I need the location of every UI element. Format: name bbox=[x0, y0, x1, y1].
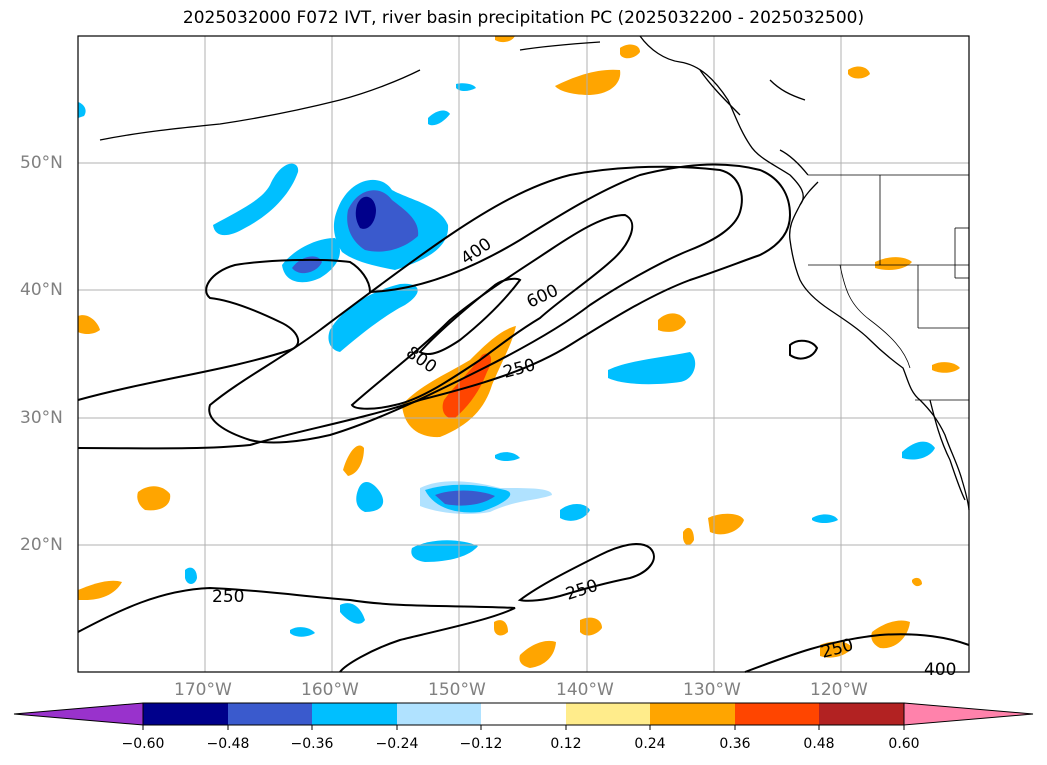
map-background bbox=[78, 36, 969, 672]
coastline bbox=[99, 35, 970, 511]
colorbar-segment bbox=[312, 703, 397, 725]
pos-region bbox=[820, 641, 852, 658]
neg-region bbox=[411, 540, 478, 562]
ivt-contours bbox=[77, 163, 970, 673]
colorbar-tick-label: −0.60 bbox=[121, 736, 165, 752]
pos-region bbox=[658, 313, 686, 332]
lon-label: 130°W bbox=[683, 680, 741, 700]
contour-400 bbox=[208, 165, 743, 444]
neg-region bbox=[340, 603, 365, 624]
neg-region bbox=[428, 110, 450, 126]
map-frame bbox=[77, 35, 970, 673]
lon-label: 150°W bbox=[428, 680, 486, 700]
lon-label: 120°W bbox=[810, 680, 868, 700]
colorbar-tick-label: 0.24 bbox=[634, 736, 666, 752]
lat-label: 40°N bbox=[20, 280, 63, 300]
neg-region bbox=[355, 196, 376, 229]
contour-600 bbox=[350, 213, 634, 410]
colorbar-segment bbox=[397, 703, 481, 725]
contour-250 bbox=[77, 163, 792, 450]
neg-region bbox=[560, 504, 590, 521]
contour-label: 400 bbox=[924, 660, 956, 680]
neg-region bbox=[902, 441, 935, 460]
colorbar-tick-label: −0.24 bbox=[375, 736, 419, 752]
colorbar-segment bbox=[819, 703, 904, 725]
pos-region bbox=[848, 66, 870, 79]
neg-region bbox=[356, 481, 384, 512]
neg-region bbox=[78, 102, 86, 118]
colorbar-segment bbox=[143, 703, 228, 725]
pos-region bbox=[519, 640, 556, 668]
pos-region bbox=[78, 315, 100, 334]
lon-label: 170°W bbox=[174, 680, 232, 700]
lat-label: 30°N bbox=[20, 408, 63, 428]
neg-region bbox=[185, 567, 197, 584]
precip-anomaly-fill bbox=[78, 36, 960, 668]
contour-250-se bbox=[744, 633, 970, 673]
colorbar-extend-max bbox=[903, 702, 1034, 726]
pos-region bbox=[555, 69, 621, 95]
neg-region bbox=[495, 452, 520, 461]
pos-region bbox=[495, 36, 515, 43]
neg-region bbox=[435, 490, 495, 506]
lon-label: 140°W bbox=[556, 680, 614, 700]
contour-label: 250 bbox=[212, 587, 244, 607]
colorbar-segment bbox=[481, 703, 566, 725]
colorbar-tick-label: 0.12 bbox=[550, 736, 582, 752]
pos-region bbox=[875, 257, 912, 270]
map-title: 2025032000 F072 IVT, river basin precipi… bbox=[182, 8, 865, 28]
graticule bbox=[78, 36, 969, 672]
pos-region bbox=[494, 620, 508, 636]
colorbar-tick-label: −0.12 bbox=[459, 736, 503, 752]
colorbar-tick-label: 0.60 bbox=[888, 736, 920, 752]
pos-region bbox=[708, 513, 744, 535]
pos-region bbox=[580, 617, 602, 636]
pos-region bbox=[343, 445, 364, 476]
contour-250-mid bbox=[517, 543, 655, 602]
colorbar-segment bbox=[735, 703, 819, 725]
pos-region bbox=[912, 577, 922, 587]
neg-region bbox=[812, 514, 838, 523]
neg-region bbox=[456, 83, 476, 91]
colorbar-tick-label: −0.36 bbox=[290, 736, 334, 752]
lat-label: 20°N bbox=[20, 535, 63, 555]
pos-region bbox=[683, 527, 694, 546]
state-borders bbox=[808, 174, 969, 401]
contour-250-south bbox=[77, 586, 516, 673]
pos-region bbox=[137, 486, 171, 511]
colorbar-segment bbox=[228, 703, 312, 725]
colorbar-tick-label: 0.36 bbox=[719, 736, 751, 752]
colorbar bbox=[13, 702, 1034, 730]
neg-region bbox=[328, 283, 418, 352]
pos-region bbox=[78, 580, 122, 600]
contour-800 bbox=[418, 277, 522, 356]
colorbar-segment bbox=[650, 703, 735, 725]
pos-region bbox=[620, 44, 640, 59]
neg-region bbox=[290, 627, 315, 637]
colorbar-tick-label: −0.48 bbox=[206, 736, 250, 752]
colorbar-tick-label: 0.48 bbox=[803, 736, 835, 752]
lon-label: 160°W bbox=[301, 680, 359, 700]
neg-region bbox=[608, 352, 696, 385]
neg-region bbox=[213, 163, 299, 236]
pos-region bbox=[932, 362, 960, 373]
colorbar-extend-min bbox=[13, 702, 144, 726]
lat-label: 50°N bbox=[20, 153, 63, 173]
colorbar-segment bbox=[566, 703, 650, 725]
